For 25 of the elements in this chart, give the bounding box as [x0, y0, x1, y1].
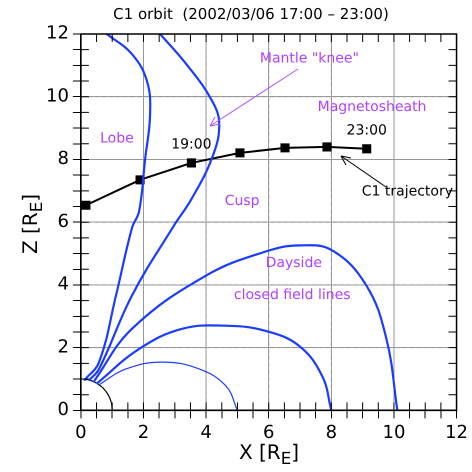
- x-tick-label: 6: [263, 422, 274, 443]
- x-axis-title: X [R$_{E}$]: [238, 440, 300, 468]
- y-tick-label: 8: [57, 148, 69, 170]
- y-tick-label: 2: [57, 336, 69, 358]
- annotation: 19:00: [171, 136, 212, 153]
- y-tick-label: 0: [57, 399, 69, 420]
- y-tick-label: 4: [57, 274, 69, 295]
- annotation: Magnetosheath: [318, 99, 426, 116]
- x-tick-label: 4: [200, 422, 212, 443]
- annotation: Mantle "knee": [260, 50, 359, 67]
- x-tick-label: 10: [382, 422, 406, 443]
- y-tick-label: 6: [57, 210, 69, 232]
- x-tick-label: 8: [326, 422, 338, 443]
- annotation: Dayside: [266, 254, 322, 271]
- x-tick-label: 2: [138, 422, 150, 443]
- annotation: 23:00: [346, 122, 387, 138]
- y-tick-label: 10: [46, 85, 69, 106]
- annotation: closed field lines: [234, 287, 351, 304]
- y-tick-label: 12: [46, 22, 69, 44]
- annotation: C1 trajectory: [362, 184, 454, 200]
- annotation: Lobe: [100, 130, 134, 146]
- annotation: Cusp: [224, 192, 260, 209]
- x-tick-label: 12: [445, 422, 468, 443]
- chart-title: C1 orbit (2002/03/06 17:00 – 23:00): [113, 4, 389, 23]
- x-tick-label: 0: [75, 422, 87, 443]
